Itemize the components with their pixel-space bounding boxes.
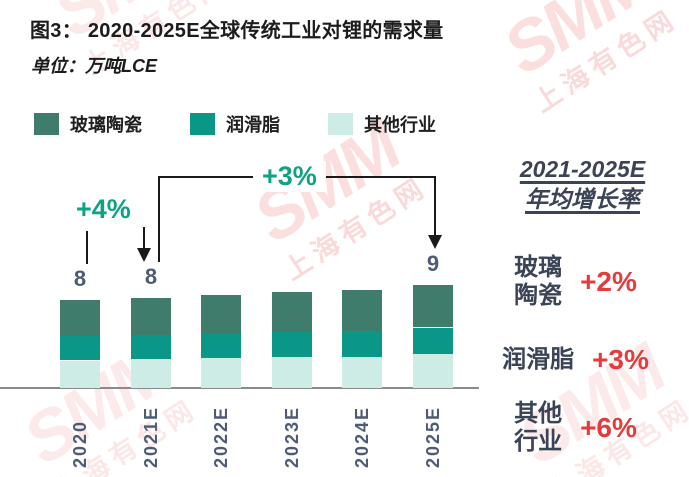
- growth-annotation-2021-2025: +3%: [253, 161, 326, 192]
- bar-value-label: 9: [426, 250, 440, 276]
- bar-value-label: 8: [73, 266, 87, 291]
- cagr-row-label: 玻璃 陶瓷: [514, 254, 563, 309]
- down-arrow-shaft: [434, 176, 436, 236]
- cagr-row-value: +6%: [580, 411, 637, 443]
- bar-segment: [131, 335, 171, 360]
- down-arrow-shaft: [143, 227, 145, 249]
- bar-segment: [342, 330, 382, 358]
- cagr-row-label: 润滑脂: [502, 346, 575, 374]
- bar-segment: [131, 359, 171, 388]
- x-axis-label: 2024E: [352, 405, 372, 468]
- bar-segment: [413, 327, 453, 354]
- bar-segment: [60, 360, 100, 388]
- x-axis-label: 2020: [70, 419, 90, 468]
- down-arrow-icon: [428, 235, 442, 249]
- legend-swatch-grease: [190, 113, 215, 135]
- cagr-header-caption: 年均增长率: [525, 185, 640, 212]
- cagr-header-range: 2021-2025E: [519, 156, 646, 182]
- legend-item-glass-ceramics: 玻璃陶瓷: [34, 111, 142, 137]
- bar-segment: [413, 353, 453, 388]
- x-axis-label: 2023E: [282, 405, 302, 468]
- bar-segment: [60, 300, 100, 337]
- bar-segment: [60, 336, 100, 361]
- x-axis-label: 2021E: [141, 405, 161, 468]
- figure-title: 图3： 2020-2025E全球传统工业对锂的需求量: [30, 20, 444, 42]
- bar-segment: [201, 358, 241, 388]
- legend-item-grease: 润滑脂: [190, 111, 280, 137]
- cagr-row-grease: 润滑脂 +3%: [468, 344, 683, 376]
- x-axis-label: 2025E: [423, 405, 443, 468]
- bar-segment: [201, 294, 241, 333]
- legend-item-other: 其他行业: [328, 111, 436, 137]
- bar-segment: [131, 297, 171, 336]
- bar-segment: [201, 333, 241, 359]
- annotation-bracket-left: [158, 176, 160, 262]
- legend-swatch-other: [328, 113, 353, 135]
- growth-annotation-2020-2021: +4%: [76, 194, 131, 224]
- cagr-row-label: 其他 行业: [514, 400, 563, 455]
- bar-segment: [272, 357, 312, 388]
- annotation-tick-line: [86, 231, 88, 264]
- legend-swatch-glass-ceramics: [34, 113, 59, 135]
- cagr-row-other: 其他 行业 +6%: [468, 400, 683, 455]
- cagr-row-glass-ceramics: 玻璃 陶瓷 +2%: [468, 254, 683, 309]
- cagr-row-value: +3%: [592, 344, 649, 375]
- legend-label-glass-ceramics: 玻璃陶瓷: [70, 115, 142, 135]
- bar-segment: [272, 292, 312, 332]
- x-axis-label: 2022E: [211, 405, 231, 468]
- unit-label: 单位：万吨LCE: [31, 56, 157, 76]
- bar-segment: [342, 357, 382, 388]
- bar-segment: [413, 284, 453, 328]
- cagr-row-value: +2%: [580, 265, 637, 297]
- bar-segment: [342, 290, 382, 331]
- legend: 玻璃陶瓷 润滑脂 其他行业: [34, 111, 436, 137]
- bar-segment: [272, 331, 312, 358]
- cagr-panel-header: 2021-2025E 年均增长率: [480, 155, 685, 215]
- bar-value-label: 8: [144, 263, 158, 289]
- legend-label-other: 其他行业: [364, 115, 436, 135]
- legend-label-grease: 润滑脂: [226, 115, 280, 135]
- x-axis-line: [0, 387, 479, 389]
- down-arrow-icon: [137, 248, 151, 262]
